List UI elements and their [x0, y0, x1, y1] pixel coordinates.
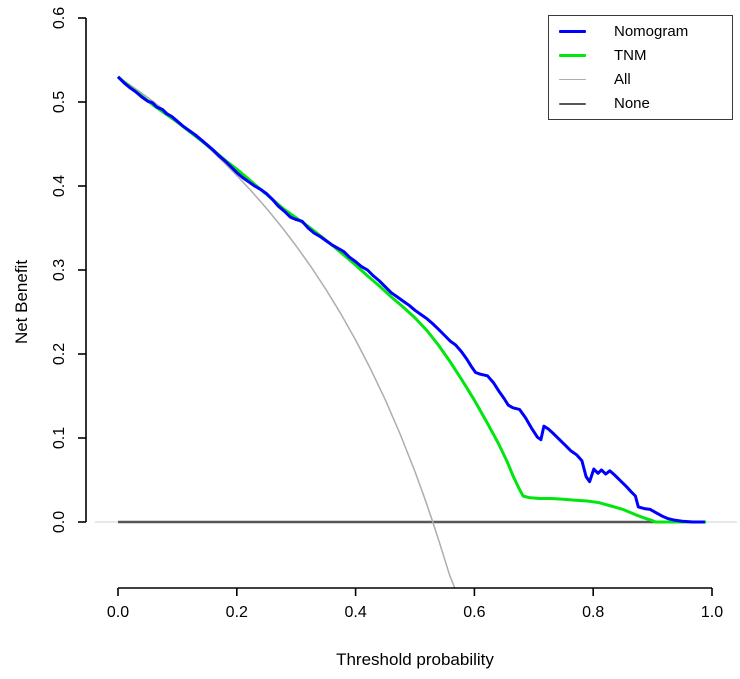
legend-line-sample [559, 54, 586, 57]
legend-label: All [614, 71, 631, 88]
x-tick-label: 1.0 [700, 604, 724, 621]
x-tick-label: 0.0 [106, 604, 130, 621]
series-line-all [117, 76, 456, 589]
x-tick-label: 0.2 [225, 604, 248, 621]
legend-line-sample [559, 79, 586, 80]
y-tick-label: 0.2 [51, 342, 68, 366]
legend-line-sample [559, 30, 586, 33]
y-axis-title: Net Benefit [12, 259, 31, 345]
y-tick-label: 0.3 [51, 258, 68, 282]
series-line-nomogram [116, 75, 705, 524]
legend: Nomogram TNM All None [548, 15, 733, 120]
y-tick-label: 0.0 [51, 510, 68, 534]
y-tick-label: 0.1 [51, 426, 68, 450]
x-axis-title: Threshold probability [336, 650, 494, 669]
legend-item-none: None [549, 95, 732, 112]
legend-item-all: All [549, 71, 732, 88]
legend-item-tnm: TNM [549, 47, 732, 64]
legend-label: TNM [614, 47, 647, 64]
y-tick-label: 0.5 [51, 90, 68, 114]
y-tick-label: 0.6 [51, 6, 68, 30]
legend-item-nomogram: Nomogram [549, 23, 732, 40]
x-tick-label: 0.8 [582, 604, 605, 621]
y-tick-label: 0.4 [51, 174, 68, 198]
x-tick-label: 0.6 [463, 604, 486, 621]
x-tick-label: 0.4 [344, 604, 367, 621]
legend-line-sample [559, 102, 586, 105]
legend-label: None [614, 95, 650, 112]
legend-label: Nomogram [614, 23, 689, 40]
